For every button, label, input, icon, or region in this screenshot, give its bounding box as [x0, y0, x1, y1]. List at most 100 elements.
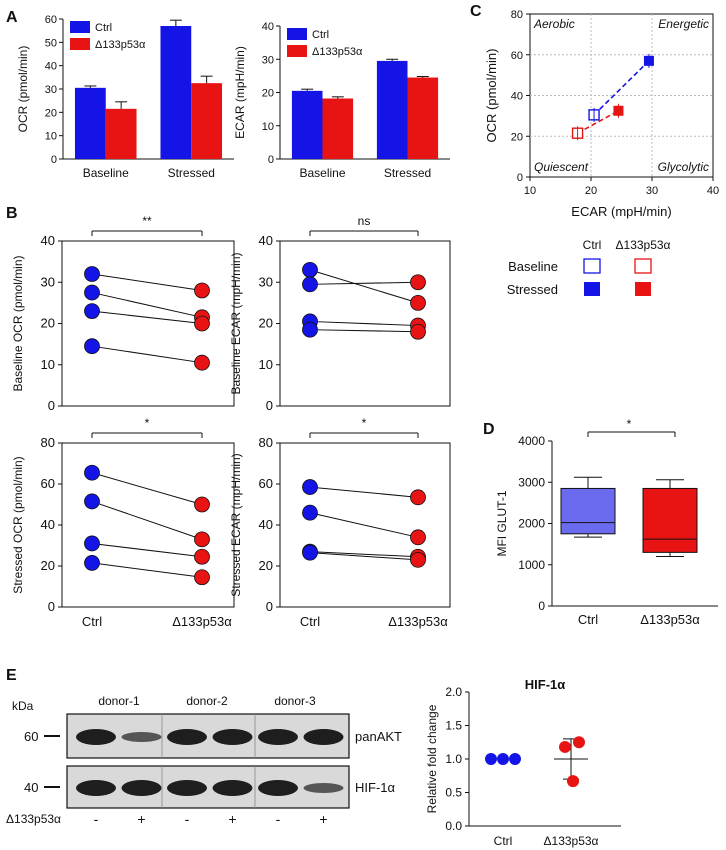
- x-tick-label: Baseline: [83, 166, 129, 180]
- d133-point: [410, 551, 426, 568]
- d133-point: [194, 354, 210, 371]
- x-tick-label: Ctrl: [578, 612, 598, 627]
- legend-swatch: [70, 38, 90, 50]
- x-tick-label: 10: [524, 185, 536, 197]
- ctrl-point: [302, 276, 318, 293]
- d133-point: [410, 489, 426, 506]
- legend-label: Δ133p53α: [95, 39, 146, 51]
- ctrl-point: [84, 493, 100, 510]
- legend-open-square: [583, 258, 601, 274]
- quadrant-label: Energetic: [658, 17, 709, 31]
- donor-label: donor-2: [186, 694, 228, 708]
- y-tick-label: 10: [262, 121, 274, 133]
- y-tick-label: 20: [262, 88, 274, 100]
- y-tick-label: 0: [266, 398, 273, 413]
- d133-point: [194, 569, 210, 586]
- ctrl-point: [509, 753, 521, 765]
- d133-point: [410, 274, 426, 291]
- pair-line: [309, 551, 419, 558]
- ctrl-point: [84, 464, 100, 481]
- kda-marker: 60: [24, 729, 38, 744]
- y-tick-label: 40: [262, 21, 274, 33]
- y-tick-label: 1000: [518, 558, 545, 572]
- blot-band: [258, 780, 298, 796]
- d133-point: [410, 323, 426, 340]
- y-tick-label: 1.5: [445, 719, 462, 733]
- y-tick-label: 40: [259, 517, 273, 532]
- legend-column: Δ133p53α: [616, 238, 671, 252]
- y-tick-label: 20: [511, 131, 523, 143]
- donor-label: donor-1: [98, 694, 140, 708]
- y-axis-label: OCR (pmol/min): [484, 49, 499, 143]
- x-axis-label: ECAR (mpH/min): [571, 204, 671, 219]
- x-tick-label: Stressed: [384, 166, 431, 180]
- y-tick-label: 0: [538, 599, 545, 613]
- y-tick-label: 80: [259, 435, 273, 450]
- y-tick-label: 20: [41, 316, 55, 331]
- donor-label: donor-3: [274, 694, 316, 708]
- d133-point: [194, 531, 210, 548]
- y-axis-label: Baseline ECAR (mpH/min): [229, 252, 243, 394]
- ctrl-point: [84, 303, 100, 320]
- y-tick-label: 40: [41, 233, 55, 248]
- y-tick-label: 0: [268, 154, 274, 166]
- legend-filled-square: [584, 282, 600, 296]
- y-tick-label: 0: [48, 398, 55, 413]
- y-tick-label: 20: [45, 107, 57, 119]
- y-tick-label: 10: [259, 357, 273, 372]
- pair-line: [309, 281, 419, 285]
- lane-sign: -: [185, 811, 190, 827]
- x-tick-label: Δ133p53α: [388, 614, 448, 629]
- pair-line: [309, 269, 419, 304]
- lane-sign: +: [228, 811, 236, 827]
- lane-sign: +: [137, 811, 145, 827]
- bar: [322, 98, 354, 159]
- ctrl-point: [84, 284, 100, 301]
- y-tick-label: 3000: [518, 475, 545, 489]
- box: [642, 487, 698, 553]
- pair-line: [309, 320, 419, 327]
- y-tick-label: 0: [48, 599, 55, 614]
- significance-label: *: [627, 417, 632, 431]
- lane-sign: +: [319, 811, 327, 827]
- legend-open-square: [634, 258, 652, 274]
- y-tick-label: 40: [41, 517, 55, 532]
- ctrl-point: [485, 753, 497, 765]
- y-axis-label: ECAR (mpH/min): [233, 46, 247, 139]
- box: [560, 487, 616, 535]
- x-tick-label: 30: [646, 185, 658, 197]
- y-tick-label: 2000: [518, 517, 545, 531]
- connector-line: [593, 60, 650, 116]
- kda-marker: 40: [24, 780, 38, 795]
- x-tick-label: 20: [585, 185, 597, 197]
- lane-condition-label: Δ133p53α: [6, 812, 61, 826]
- ctrl-point: [302, 479, 318, 495]
- legend-swatch: [70, 21, 90, 33]
- pair-line: [91, 542, 203, 558]
- y-tick-label: 30: [259, 274, 273, 289]
- pair-line: [91, 273, 203, 291]
- d133-point: [559, 740, 571, 753]
- panel-letter-e: E: [6, 667, 17, 684]
- ctrl-point: [84, 266, 100, 282]
- significance-label: **: [142, 214, 152, 228]
- y-axis-label: OCR (pmol/min): [16, 46, 30, 133]
- y-tick-label: 60: [511, 50, 523, 62]
- pair-line: [91, 562, 203, 578]
- panel-letter-d: D: [483, 421, 495, 438]
- blot-band: [167, 780, 207, 796]
- x-tick-label: Ctrl: [494, 834, 513, 848]
- blot-band: [212, 729, 253, 745]
- pair-line: [309, 329, 419, 333]
- ctrl-point: [84, 555, 100, 571]
- blot-row-label: HIF-1α: [355, 780, 396, 795]
- y-tick-label: 40: [45, 61, 57, 73]
- panel-letter-a: A: [6, 9, 18, 26]
- ctrl-point: [497, 753, 509, 765]
- blot-band: [167, 729, 207, 745]
- y-tick-label: 20: [259, 558, 273, 573]
- x-tick-label: Ctrl: [82, 614, 102, 629]
- pair-line: [309, 512, 419, 538]
- blot-band: [303, 729, 344, 745]
